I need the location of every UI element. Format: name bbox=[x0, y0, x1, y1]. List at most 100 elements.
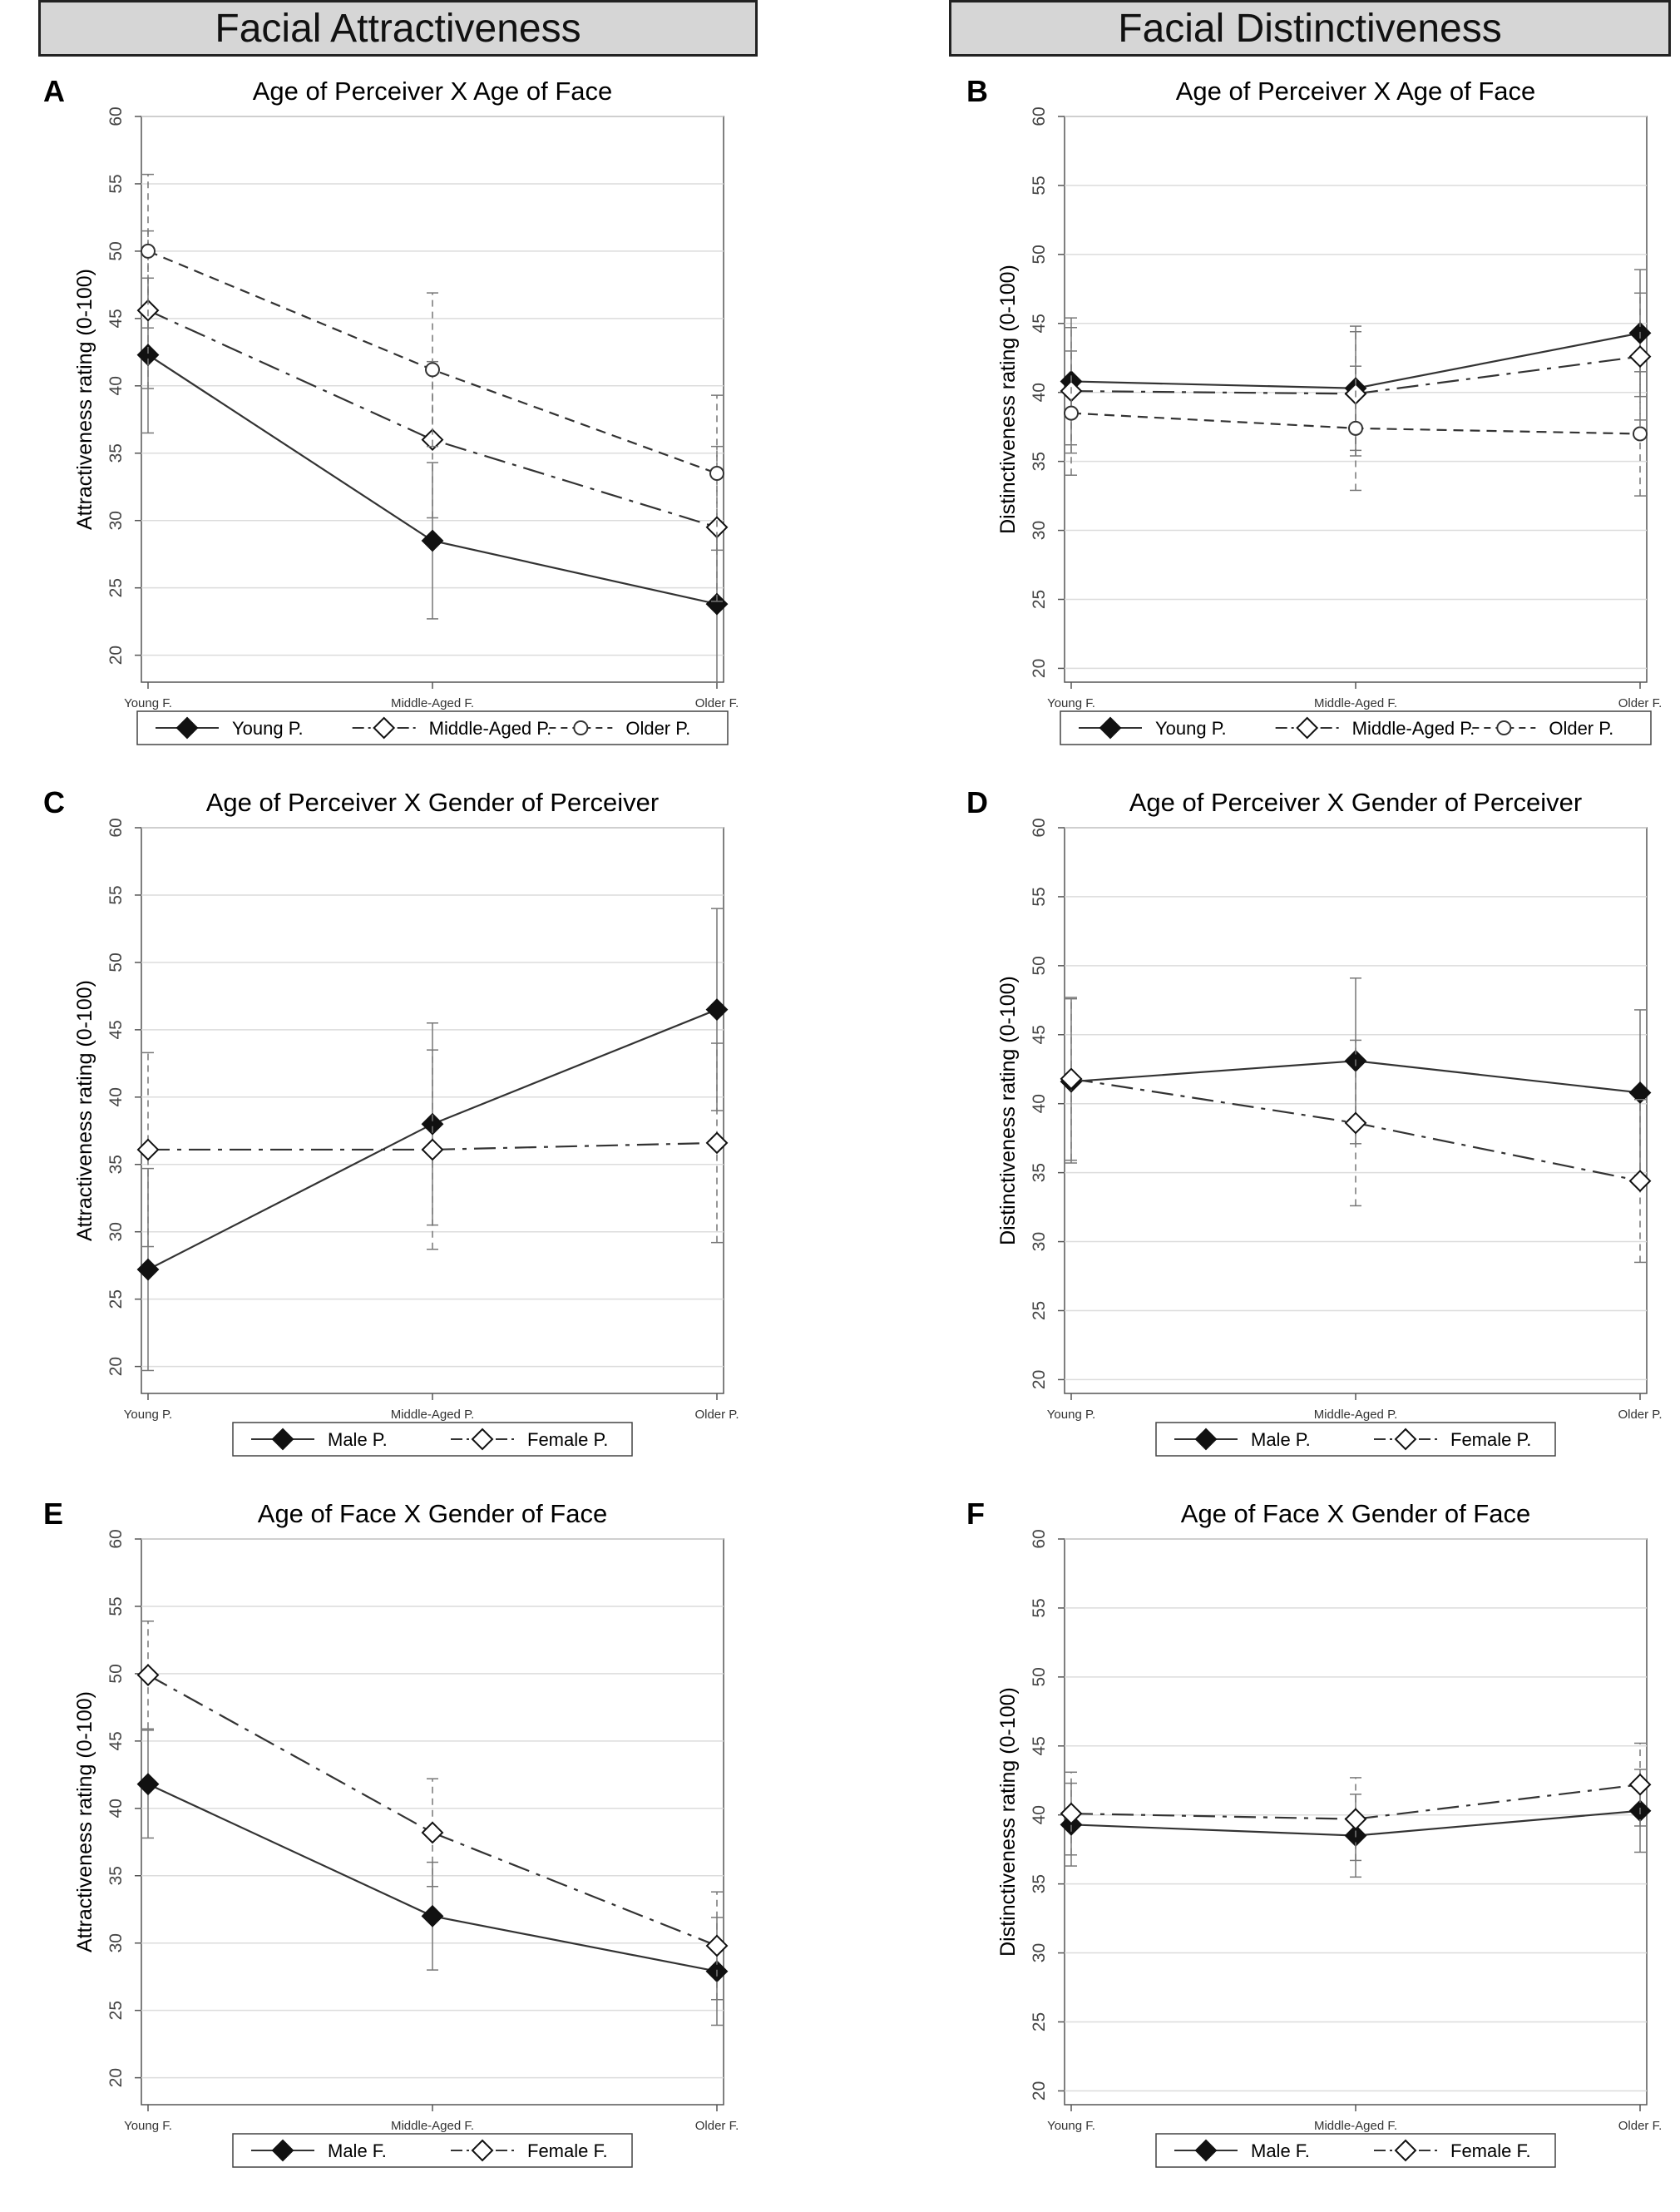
chart-d-series-male-p-point bbox=[1628, 1081, 1652, 1104]
chart-d-xtick-label: Young P. bbox=[1047, 1408, 1095, 1422]
chart-b-series-older-p-point bbox=[1064, 405, 1079, 421]
chart-a-legend-swatch-marker bbox=[373, 716, 396, 740]
panel-e: E Age of Face X Gender of Face 20 25 30 35 40 4… bbox=[0, 1489, 823, 2205]
chart-c-legend-swatch-marker bbox=[471, 1428, 494, 1451]
chart-d-ytick-label: 50 bbox=[1030, 956, 1049, 975]
chart-b-ytick-label: 35 bbox=[1030, 452, 1049, 471]
chart-e-series-female-f-point bbox=[421, 1821, 444, 1844]
chart-b-svg: B Age of Perceiver X Age of Face 20 25 30 35 4… bbox=[966, 74, 1663, 745]
chart-c-series-female-p-point bbox=[705, 1131, 729, 1155]
chart-f-legend-label: Male F. bbox=[1251, 2140, 1310, 2161]
chart-a-ytick-label: 25 bbox=[106, 578, 126, 597]
chart-e-ytick-label: 55 bbox=[106, 1596, 126, 1616]
chart-f-svg: F Age of Face X Gender of Face 20 25 30 35 40 4… bbox=[966, 1497, 1663, 2168]
chart-d-legend: Male P. Female P. bbox=[1155, 1422, 1556, 1457]
chart-a-ytick-label: 35 bbox=[106, 443, 126, 463]
chart-d-xtick-label: Older P. bbox=[1618, 1408, 1662, 1422]
chart-f-ytick-label: 20 bbox=[1030, 2081, 1049, 2101]
chart-e-legend: Male F. Female F. bbox=[232, 2133, 633, 2168]
chart-d-ytick-label: 55 bbox=[1030, 887, 1049, 906]
panel-b: B Age of Perceiver X Age of Face 20 25 30 35 4… bbox=[923, 67, 1680, 782]
chart-f-ytick-label: 60 bbox=[1030, 1529, 1049, 1548]
chart-b-ytick-label: 20 bbox=[1030, 659, 1049, 678]
chart-a-ytick-label: 45 bbox=[106, 309, 126, 328]
header-facial-attractiveness: Facial Attractiveness bbox=[38, 0, 758, 57]
chart-b-xtick-label: Middle-Aged F. bbox=[1314, 696, 1397, 710]
chart-c-xtick-label: Middle-Aged P. bbox=[391, 1408, 475, 1422]
chart-f-legend-label: Female F. bbox=[1450, 2140, 1531, 2161]
chart-b-ytick-label: 40 bbox=[1030, 383, 1049, 402]
chart-a-series-older-p bbox=[141, 173, 724, 552]
chart-e-letter: E bbox=[43, 1497, 63, 1531]
chart-f-legend: Male F. Female F. bbox=[1155, 2133, 1556, 2168]
chart-d-ytick-label: 40 bbox=[1030, 1094, 1049, 1113]
chart-e-series-male-f-point bbox=[421, 1904, 444, 1927]
chart-e-ytick-label: 40 bbox=[106, 1799, 126, 1818]
chart-f-ytick-label: 45 bbox=[1030, 1736, 1049, 1755]
chart-e-svg: E Age of Face X Gender of Face 20 25 30 35 40 4… bbox=[43, 1497, 739, 2168]
chart-d-ytick-label: 20 bbox=[1030, 1370, 1049, 1389]
chart-b-xtick-label: Older F. bbox=[1618, 696, 1663, 710]
chart-c-legend-label: Male P. bbox=[328, 1429, 388, 1450]
chart-a-legend-label: Older P. bbox=[625, 718, 690, 739]
chart-e-series-male-f-point bbox=[136, 1773, 160, 1796]
chart-a-ytick-label: 20 bbox=[106, 646, 126, 665]
chart-b-ylabel: Distinctiveness rating (0-100) bbox=[996, 265, 1020, 534]
chart-e-legend-swatch-marker bbox=[471, 2139, 494, 2162]
chart-b-legend-label: Young P. bbox=[1155, 718, 1227, 739]
chart-f-ytick-label: 25 bbox=[1030, 2012, 1049, 2031]
chart-b-ytick-label: 30 bbox=[1030, 521, 1049, 540]
chart-d-ytick-label: 25 bbox=[1030, 1301, 1049, 1320]
chart-e-xtick-label: Middle-Aged F. bbox=[391, 2119, 474, 2133]
chart-b-ytick-label: 45 bbox=[1030, 314, 1049, 333]
chart-a-xtick-label: Older F. bbox=[695, 696, 739, 710]
chart-b-series-middle-aged-p-point bbox=[1628, 345, 1652, 368]
chart-a-ytick-label: 50 bbox=[106, 241, 126, 260]
chart-d-svg: D Age of Perceiver X Gender of Perceiver 2… bbox=[966, 785, 1663, 1457]
chart-a-ytick-label: 60 bbox=[106, 106, 126, 126]
chart-c-ytick-label: 20 bbox=[106, 1357, 126, 1376]
chart-e-ytick-label: 35 bbox=[106, 1866, 126, 1885]
chart-f-ytick-label: 40 bbox=[1030, 1805, 1049, 1824]
chart-f-xtick-label: Middle-Aged F. bbox=[1314, 2119, 1397, 2133]
chart-f-series-female-f-point bbox=[1628, 1773, 1652, 1796]
chart-e-series-female-f-point bbox=[136, 1664, 160, 1686]
chart-c-series-male-p-point bbox=[136, 1258, 160, 1281]
chart-c-ytick-label: 50 bbox=[106, 953, 126, 972]
chart-c-svg: C Age of Perceiver X Gender of Perceiver 2… bbox=[43, 785, 739, 1457]
chart-a-xtick-label: Young F. bbox=[124, 696, 172, 710]
chart-f-series-female-f-point bbox=[1060, 1802, 1083, 1825]
chart-b-legend-swatch-marker bbox=[1296, 716, 1319, 740]
chart-a-legend: Young P. Middle-Aged P. Older P. bbox=[136, 710, 729, 745]
chart-e-xtick-label: Young F. bbox=[124, 2119, 172, 2133]
chart-c-ytick-label: 30 bbox=[106, 1222, 126, 1241]
chart-e-series-female-f-point bbox=[705, 1934, 729, 1957]
chart-b-series-older-p-point bbox=[1633, 426, 1648, 442]
chart-f-series-female-f-line bbox=[1070, 1784, 1641, 1820]
chart-e-title: Age of Face X Gender of Face bbox=[258, 1499, 607, 1528]
chart-a-legend-swatch-marker bbox=[573, 720, 589, 735]
chart-f-legend-swatch-marker bbox=[1394, 2139, 1417, 2162]
chart-d-title: Age of Perceiver X Gender of Perceiver bbox=[1129, 788, 1582, 817]
chart-e-series-female-f bbox=[136, 1621, 729, 2001]
chart-c-series-female-p-line bbox=[148, 1141, 718, 1151]
chart-c-series-female-p-point bbox=[136, 1138, 160, 1161]
chart-c-series-male-p-point bbox=[421, 1112, 444, 1136]
chart-a-series-older-p-point bbox=[425, 362, 440, 378]
chart-d-ytick-label: 30 bbox=[1030, 1232, 1049, 1251]
chart-b-ytick-label: 25 bbox=[1030, 590, 1049, 609]
chart-d-ytick-label: 35 bbox=[1030, 1163, 1049, 1182]
chart-f-xtick-label: Older F. bbox=[1618, 2119, 1663, 2133]
chart-d-legend-label: Female P. bbox=[1450, 1429, 1531, 1450]
chart-b-ytick-label: 60 bbox=[1030, 106, 1049, 126]
chart-e-ytick-label: 45 bbox=[106, 1731, 126, 1750]
chart-b-xtick-label: Young F. bbox=[1047, 696, 1095, 710]
chart-e-legend-swatch-marker bbox=[271, 2139, 294, 2162]
chart-b-legend-label: Older P. bbox=[1549, 718, 1613, 739]
chart-a-series-older-p-point bbox=[709, 466, 724, 482]
chart-c-legend: Male P. Female P. bbox=[232, 1422, 633, 1457]
chart-c-ylabel: Attractiveness rating (0-100) bbox=[73, 980, 96, 1241]
chart-f-ylabel: Distinctiveness rating (0-100) bbox=[996, 1687, 1020, 1957]
chart-f-ytick-label: 55 bbox=[1030, 1598, 1049, 1617]
chart-d-ytick-label: 60 bbox=[1030, 818, 1049, 837]
